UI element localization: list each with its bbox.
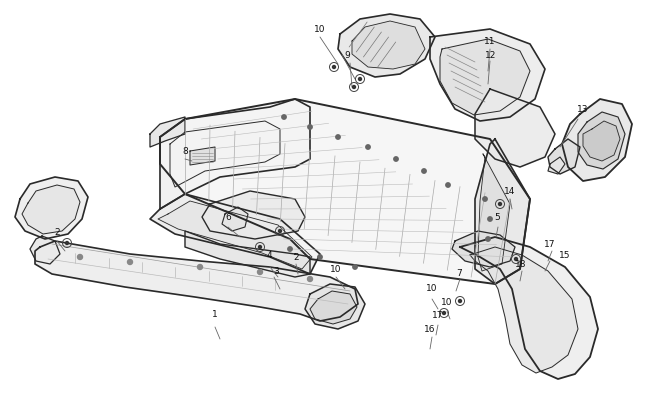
Polygon shape [475,90,555,168]
Text: 13: 13 [577,105,589,114]
Polygon shape [35,241,358,321]
Text: 15: 15 [559,250,571,259]
Polygon shape [150,118,185,148]
Text: 1: 1 [212,310,218,319]
Circle shape [77,255,83,260]
Polygon shape [310,291,357,324]
Circle shape [333,66,335,69]
Circle shape [359,78,361,81]
Polygon shape [478,155,510,271]
Circle shape [282,115,286,120]
Circle shape [515,258,517,261]
Circle shape [446,183,450,188]
Polygon shape [470,247,578,373]
Text: 8: 8 [182,147,188,156]
Text: 17: 17 [544,240,556,249]
Circle shape [259,246,261,249]
Polygon shape [475,140,530,284]
Text: 10: 10 [441,298,453,307]
Polygon shape [460,237,598,379]
Polygon shape [185,231,310,277]
Circle shape [257,270,263,275]
Text: 10: 10 [330,265,342,274]
Polygon shape [562,100,632,181]
Circle shape [458,300,462,303]
Polygon shape [150,194,320,274]
Polygon shape [338,15,435,78]
Circle shape [422,169,426,174]
Circle shape [336,135,340,140]
Circle shape [352,86,356,89]
Circle shape [366,145,370,150]
Text: 10: 10 [426,284,437,293]
Text: 16: 16 [424,325,436,334]
Polygon shape [305,284,365,329]
Circle shape [66,242,68,245]
Polygon shape [548,140,580,175]
Text: 2: 2 [54,228,60,237]
Text: 17: 17 [432,311,444,320]
Text: 18: 18 [515,260,526,269]
Polygon shape [158,202,312,269]
Text: 5: 5 [494,213,500,222]
Circle shape [288,247,292,252]
Circle shape [127,260,133,265]
Polygon shape [583,122,620,162]
Text: 10: 10 [314,26,326,34]
Text: 4: 4 [266,250,272,259]
Polygon shape [160,100,310,209]
Text: 9: 9 [344,51,350,60]
Polygon shape [352,22,425,70]
Polygon shape [222,207,248,231]
Text: 14: 14 [504,187,515,196]
Polygon shape [548,158,565,175]
Circle shape [486,237,490,242]
Circle shape [499,203,502,206]
Text: 12: 12 [486,51,497,60]
Polygon shape [160,100,530,284]
Polygon shape [190,148,215,166]
Text: 6: 6 [225,213,231,222]
Circle shape [198,265,203,270]
Polygon shape [30,237,60,264]
Text: 11: 11 [484,37,496,47]
Polygon shape [22,185,80,234]
Circle shape [353,265,358,270]
Circle shape [483,197,488,202]
Polygon shape [170,122,280,188]
Circle shape [307,277,313,282]
Circle shape [394,158,398,162]
Text: 3: 3 [273,267,279,276]
Polygon shape [430,30,545,121]
Polygon shape [440,40,530,116]
Circle shape [318,255,322,260]
Polygon shape [452,231,515,267]
Circle shape [278,230,281,233]
Circle shape [308,126,312,130]
Polygon shape [202,192,305,239]
Circle shape [488,217,492,222]
Polygon shape [578,113,625,170]
Text: 7: 7 [456,269,462,278]
Circle shape [443,312,445,315]
Polygon shape [15,177,88,239]
Text: 2: 2 [293,253,299,262]
